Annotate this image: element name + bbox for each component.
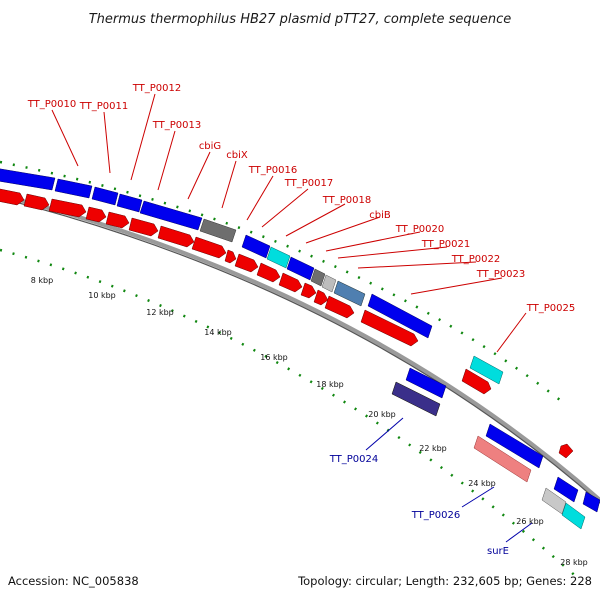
gene-label: TT_P0020 [395,224,445,235]
outer-leader-line [51,109,79,167]
summary-text: Topology: circular; Length: 232,605 bp; … [297,574,592,588]
feature-forward-cds [139,200,203,231]
scale-label: 18 kbp [316,380,344,389]
outer-leader-line [325,231,421,252]
feature-forward-cds [553,476,579,503]
backbone-layer [0,160,600,581]
gene-label: TT_P0017 [284,178,334,189]
feature-reverse-cds [128,217,159,237]
gene-label: TT_P0025 [526,303,576,314]
feature-reverse-cds [224,249,237,264]
feature-reverse-cds [48,198,87,218]
gene-label: TT_P0013 [152,120,202,131]
gene-label: TT_P0010 [27,99,77,110]
feature-reverse-cds [105,211,130,229]
feature-forward-cds [54,178,93,199]
outer-leader-line [157,130,176,191]
gene-label: cbiG [199,141,221,152]
feature-forward-cds [405,367,447,399]
gene-label: TT_P0011 [79,101,129,112]
feature-rna [561,502,586,530]
scale-label: 28 kbp [560,558,588,567]
scale-label: 12 kbp [146,308,174,317]
feature-rna [266,246,291,269]
feature-other [199,218,237,243]
scale-label: 8 kbp [31,276,53,285]
scale-label: 16 kbp [260,353,288,362]
feature-misc [473,435,532,483]
feature-track [0,168,600,530]
outer-leader-line [496,312,527,353]
feature-other-light [541,487,567,515]
feature-reverse-cds [23,193,50,211]
feature-reverse-cds [85,206,107,223]
feature-reverse-cds [0,188,25,206]
outer-leader-line [221,160,237,209]
outer-leader-line [337,246,448,259]
gene-label: TT_P0023 [476,269,526,280]
feature-other-slate [333,280,366,307]
gene-label: TT_P0016 [248,165,298,176]
gene-label: TT_P0022 [451,254,501,265]
outer-leader-line [357,261,477,269]
feature-forward-cds [241,234,271,259]
inner-leader-line [461,486,495,508]
feature-other-light [321,274,337,293]
outer-leader-line [246,175,274,221]
feature-reverse-cds [313,289,329,306]
scale-labels: 8 kbp 10 kbp 12 kbp 14 kbp 16 kbp 18 kbp… [31,276,588,567]
outer-leader-line [285,203,346,237]
outer-leader-line [130,93,156,181]
feature-rna [469,355,504,385]
feature-pseudo [391,381,441,417]
accession-text: Accession: NC_005838 [8,574,139,588]
gene-label: TT_P0024 [329,454,379,465]
feature-forward-cds [582,491,600,513]
scale-label: 22 kbp [419,444,447,453]
scale-label: 10 kbp [88,291,116,300]
feature-forward-cds [116,193,143,213]
feature-reverse-cds [558,443,574,459]
feature-forward-cds [367,293,433,339]
inner-labels: TT_P0024 TT_P0026 surE [329,454,509,557]
leader-lines [51,93,533,543]
feature-forward-cds [91,186,119,206]
feature-reverse-cds [191,236,227,259]
outer-leader-line [261,188,309,228]
feature-other [310,268,326,287]
gene-label: cbiB [369,210,391,221]
gene-label: TT_P0021 [421,239,471,250]
gene-label: TT_P0018 [322,195,372,206]
outer-leader-line [410,277,503,295]
backbone-ring [0,192,600,502]
scale-label: 26 kbp [516,517,544,526]
feature-reverse-cds [300,282,317,299]
feature-reverse-cds [360,309,419,347]
outer-labels: TT_P0010 TT_P0011 TT_P0012 TT_P0013 cbiG… [27,83,576,314]
feature-reverse-cds [256,262,281,283]
feature-reverse-cds [157,225,195,248]
scale-label: 20 kbp [368,410,396,419]
scale-label: 24 kbp [468,479,496,488]
gene-label: cbiX [226,150,248,161]
scale-label: 14 kbp [204,328,232,337]
map-title: Thermus thermophilus HB27 plasmid pTT27,… [89,12,512,27]
gene-label: TT_P0026 [411,510,461,521]
feature-reverse-cds [278,272,303,293]
outer-leader-line [187,151,211,200]
feature-forward-cds [485,423,544,469]
inner-leader-line [365,417,404,451]
feature-reverse-cds [324,295,355,319]
feature-forward-cds [0,168,56,191]
backbone-ring-shade [0,197,600,504]
feature-reverse-cds [234,253,259,273]
feature-forward-cds [286,256,315,281]
inner-leader-line [505,522,533,543]
outer-leader-line [103,111,111,174]
outer-leader-line [305,216,381,244]
gene-label: surE [487,546,509,557]
feature-reverse-cds [461,368,492,395]
gene-label: TT_P0012 [132,83,182,94]
